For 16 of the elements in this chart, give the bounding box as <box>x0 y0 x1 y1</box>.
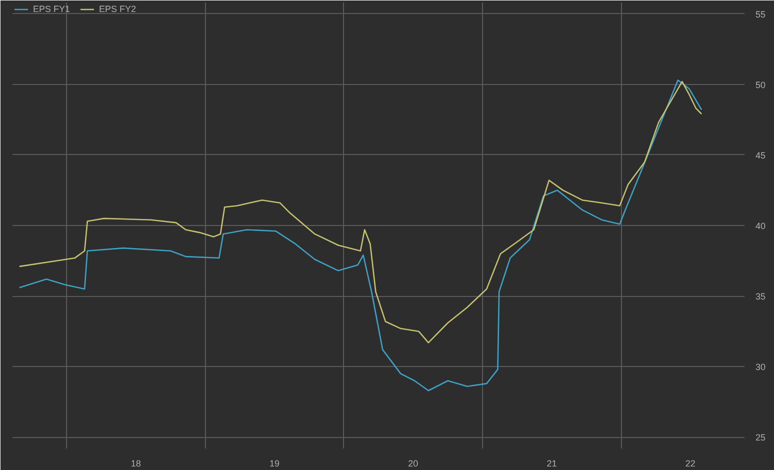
x-tick-label: 20 <box>408 458 418 468</box>
x-tick-label: 22 <box>685 458 696 468</box>
x-tick-label: 21 <box>546 458 557 468</box>
x-tick-label: 19 <box>270 458 280 468</box>
legend-label: EPS FY2 <box>99 4 136 14</box>
y-tick-label: 45 <box>756 150 766 160</box>
y-tick-label: 40 <box>756 221 766 231</box>
y-tick-label: 35 <box>756 292 766 302</box>
legend-label: EPS FY1 <box>33 4 70 14</box>
x-tick-label: 18 <box>130 458 141 468</box>
line-series <box>18 79 702 392</box>
y-tick-label: 55 <box>756 9 766 20</box>
y-tick-label: 50 <box>756 80 766 90</box>
y-tick-label: 30 <box>756 362 766 372</box>
line-series <box>18 80 702 344</box>
y-tick-label: 25 <box>756 432 766 443</box>
